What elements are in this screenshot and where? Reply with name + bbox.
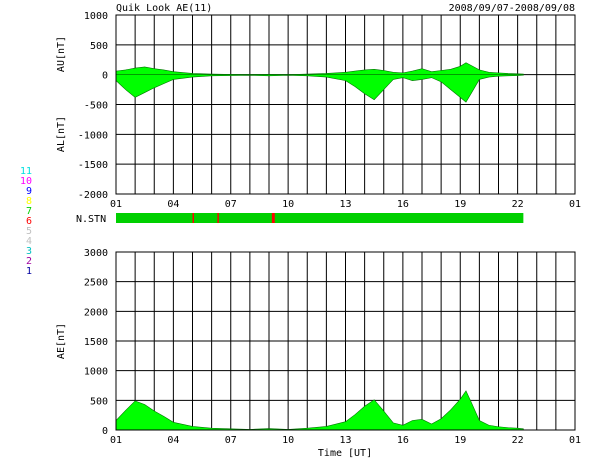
series-area-al	[115, 74, 524, 103]
station-count-panel: N.STN	[76, 213, 524, 225]
station-legend-item: 7	[26, 206, 32, 217]
y-tick-label: 3000	[84, 248, 108, 259]
x-tick-label: 01	[110, 435, 122, 446]
series-area-au	[115, 62, 524, 75]
x-tick-label: 04	[167, 199, 179, 210]
x-tick-label: 16	[397, 199, 409, 210]
station-count-bar	[116, 213, 524, 223]
x-tick-label: 04	[167, 435, 179, 446]
y-tick-label: 500	[90, 396, 108, 407]
x-tick-label: 01	[569, 435, 581, 446]
y-tick-label: 1000	[84, 367, 108, 378]
y-tick-label: 1000	[84, 11, 108, 22]
station-legend-item: 4	[26, 236, 32, 247]
y-tick-label: 500	[90, 41, 108, 52]
series-area-ae	[115, 390, 524, 431]
y-tick-label: -2000	[78, 190, 108, 201]
station-legend-item: 6	[26, 216, 32, 227]
station-legend-item: 10	[20, 176, 32, 187]
y-tick-label: -1500	[78, 160, 108, 171]
y-tick-label: 1500	[84, 337, 108, 348]
x-tick-label: 13	[339, 435, 351, 446]
station-legend-item: 1	[26, 266, 32, 277]
ae-axis-label: AE[nT]	[56, 323, 67, 359]
station-legend-item: 3	[26, 246, 32, 257]
station-drop-marker	[271, 213, 275, 223]
y-tick-label: 0	[102, 426, 108, 437]
x-tick-label: 13	[339, 199, 351, 210]
y-tick-label: 0	[102, 71, 108, 82]
station-drop-marker	[217, 213, 219, 223]
station-legend-item: 8	[26, 196, 32, 207]
x-axis-label: Time [UT]	[318, 448, 372, 459]
x-tick-label: 07	[225, 435, 237, 446]
x-tick-label: 10	[282, 199, 294, 210]
y-tick-label: 2000	[84, 307, 108, 318]
y-tick-label: 2500	[84, 278, 108, 289]
x-tick-label: 19	[454, 199, 466, 210]
x-tick-label: 22	[512, 435, 524, 446]
x-tick-label: 01	[569, 199, 581, 210]
station-legend-item: 5	[26, 226, 32, 237]
panel-frame	[115, 251, 576, 431]
date-range: 2008/09/07-2008/09/08	[449, 3, 575, 14]
station-count-label: N.STN	[76, 214, 106, 225]
x-tick-label: 01	[110, 199, 122, 210]
station-legend-item: 2	[26, 256, 32, 267]
y-tick-label: -500	[84, 101, 108, 112]
x-tick-label: 19	[454, 435, 466, 446]
x-tick-label: 10	[282, 435, 294, 446]
station-legend-item: 9	[26, 186, 32, 197]
y-tick-label: -1000	[78, 130, 108, 141]
al-axis-label: AL[nT]	[56, 116, 67, 152]
station-drop-marker	[192, 213, 194, 223]
station-legend-item: 11	[20, 166, 32, 177]
x-tick-label: 07	[225, 199, 237, 210]
x-tick-label: 22	[512, 199, 524, 210]
x-tick-label: 16	[397, 435, 409, 446]
panel-frame	[115, 14, 576, 195]
plot-title: Quik Look AE(11)	[116, 3, 212, 14]
au-axis-label: AU[nT]	[56, 36, 67, 72]
